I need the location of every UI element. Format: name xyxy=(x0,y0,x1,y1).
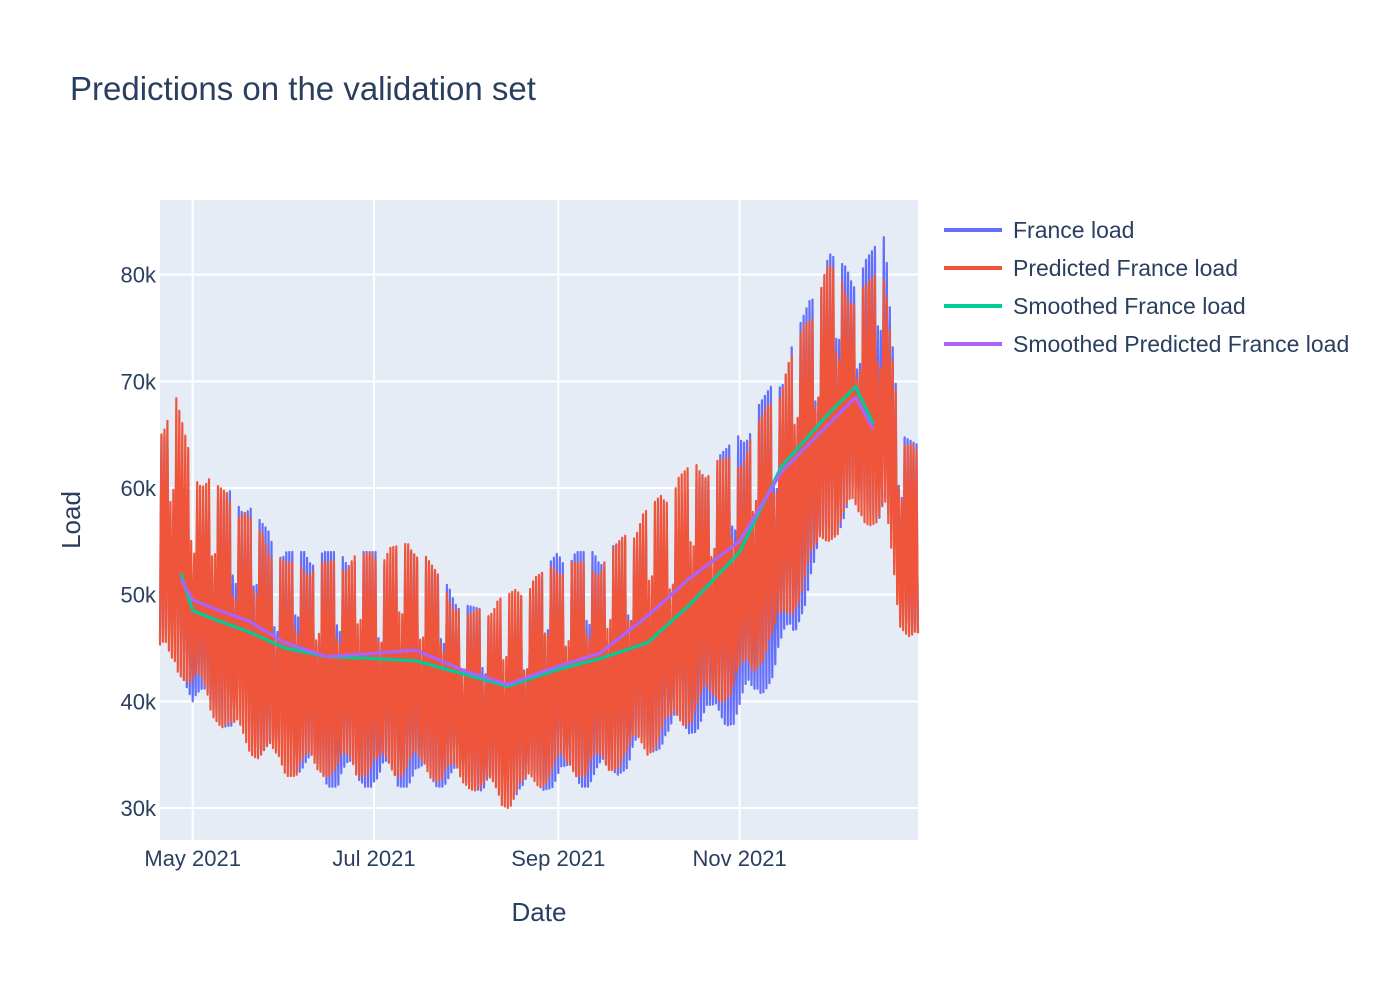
x-tick-label: Jul 2021 xyxy=(332,846,415,871)
x-tick-label: Sep 2021 xyxy=(511,846,605,871)
y-tick-label: 80k xyxy=(121,263,157,288)
x-tick-label: May 2021 xyxy=(144,846,241,871)
series-line xyxy=(158,264,920,810)
legend-item[interactable]: Predicted France load xyxy=(944,255,1238,281)
legend-item[interactable]: Smoothed France load xyxy=(944,293,1246,319)
y-axis-title: Load xyxy=(56,491,86,549)
y-axis-ticks: 30k 40k 50k 60k 70k 80k xyxy=(121,263,157,821)
y-tick-label: 50k xyxy=(121,583,157,608)
series-line xyxy=(179,395,875,686)
y-tick-label: 60k xyxy=(121,476,157,501)
y-tick-label: 40k xyxy=(121,689,157,714)
legend-label: France load xyxy=(1013,217,1134,243)
chart-title: Predictions on the validation set xyxy=(70,70,536,107)
y-tick-label: 70k xyxy=(121,369,157,394)
legend-label: Predicted France load xyxy=(1013,255,1238,281)
legend[interactable]: France load Predicted France load Smoothed… xyxy=(944,217,1349,357)
legend-item[interactable]: France load xyxy=(944,217,1134,243)
x-axis-title: Date xyxy=(512,897,567,927)
legend-label: Smoothed France load xyxy=(1013,293,1246,319)
x-axis-ticks: May 2021 Jul 2021 Sep 2021 Nov 2021 xyxy=(144,846,786,871)
legend-item[interactable]: Smoothed Predicted France load xyxy=(944,331,1349,357)
x-tick-label: Nov 2021 xyxy=(693,846,787,871)
series-layer xyxy=(158,236,920,810)
y-tick-label: 30k xyxy=(121,796,157,821)
series-line xyxy=(179,385,875,688)
legend-label: Smoothed Predicted France load xyxy=(1013,331,1349,357)
